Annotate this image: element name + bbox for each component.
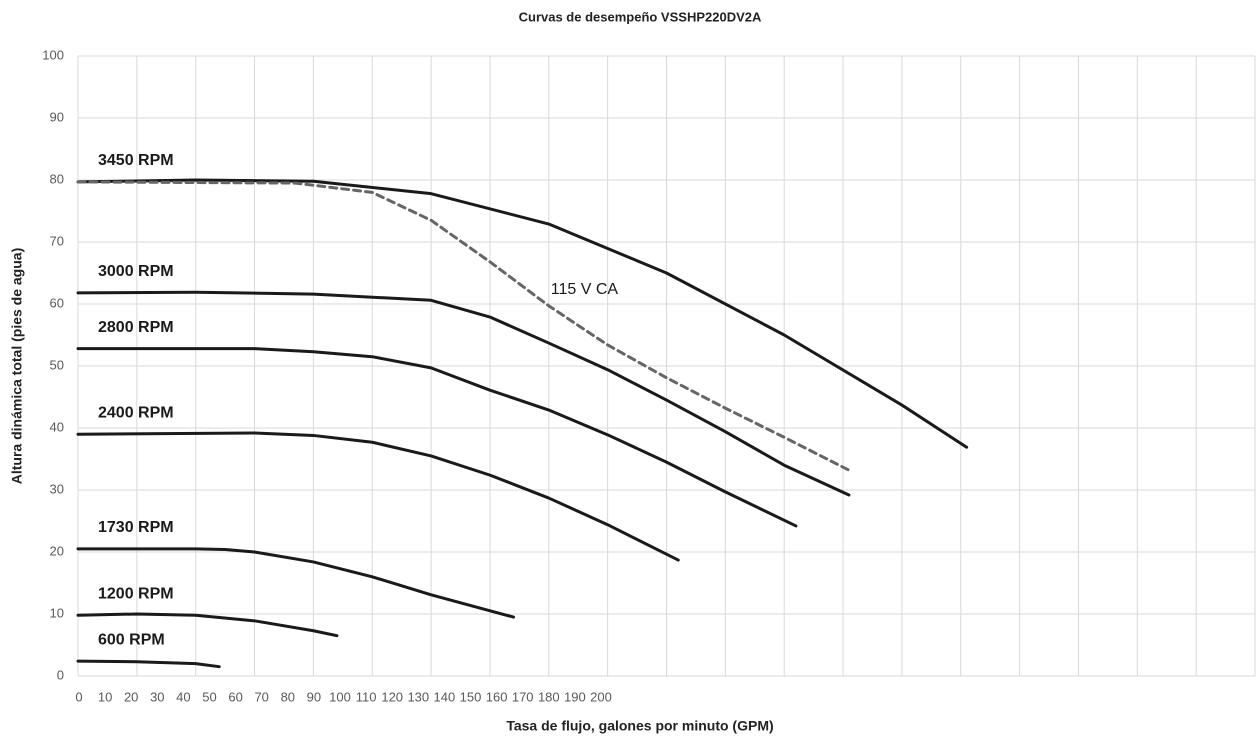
y-tick-label: 90: [50, 109, 64, 124]
x-tick-label: 130: [407, 689, 429, 704]
y-tick-label: 30: [50, 481, 64, 496]
y-tick-label: 20: [50, 543, 64, 558]
series-label: 3450 RPM: [98, 152, 174, 169]
series-label: 2800 RPM: [98, 319, 174, 336]
x-tick-label: 190: [564, 689, 586, 704]
x-tick-label: 150: [460, 689, 482, 704]
series-line: [76, 659, 221, 669]
x-tick-label: 90: [307, 689, 321, 704]
chart-title: Curvas de desempeño VSSHP220DV2A: [519, 9, 762, 24]
x-tick-label: 10: [98, 689, 112, 704]
y-tick-label: 40: [50, 419, 64, 434]
y-tick-label: 60: [50, 295, 64, 310]
y-tick-label: 10: [50, 605, 64, 620]
series-line: [76, 612, 339, 638]
y-tick-label: 80: [50, 171, 64, 186]
series-label: 115 V CA: [551, 281, 619, 298]
x-tick-label: 200: [590, 689, 612, 704]
y-tick-label: 100: [42, 47, 64, 62]
x-tick-label: 160: [486, 689, 508, 704]
series-label: 1200 RPM: [98, 585, 174, 602]
y-tick-label: 70: [50, 233, 64, 248]
series-line: [76, 347, 798, 528]
x-tick-label: 180: [538, 689, 560, 704]
series-label: 600 RPM: [98, 631, 165, 648]
x-tick-label: 170: [512, 689, 534, 704]
x-tick-label: 80: [281, 689, 295, 704]
x-tick-label: 20: [124, 689, 138, 704]
x-tick-label: 110: [356, 689, 377, 704]
series-line: [76, 431, 680, 562]
x-axis-label: Tasa de flujo, galones por minuto (GPM): [506, 718, 773, 734]
series-label: 2400 RPM: [98, 404, 174, 421]
x-tick-label: 60: [228, 689, 242, 704]
series-line: [76, 547, 515, 619]
x-tick-label: 120: [381, 689, 403, 704]
x-tick-label: 100: [329, 689, 351, 704]
series-label: 1730 RPM: [98, 519, 174, 536]
x-tick-label: 0: [75, 689, 82, 704]
y-tick-label: 50: [50, 357, 64, 372]
x-tick-label: 140: [434, 689, 456, 704]
series-line: [76, 180, 851, 472]
x-tick-label: 50: [202, 689, 216, 704]
y-axis-label: Altura dinámica total (pies de agua): [9, 248, 25, 485]
x-tick-label: 70: [254, 689, 268, 704]
series-line: [76, 290, 851, 497]
series-line: [76, 178, 969, 449]
y-tick-label: 0: [57, 667, 64, 682]
x-tick-label: 40: [176, 689, 190, 704]
series-label: 3000 RPM: [98, 263, 174, 280]
x-tick-label: 30: [150, 689, 164, 704]
